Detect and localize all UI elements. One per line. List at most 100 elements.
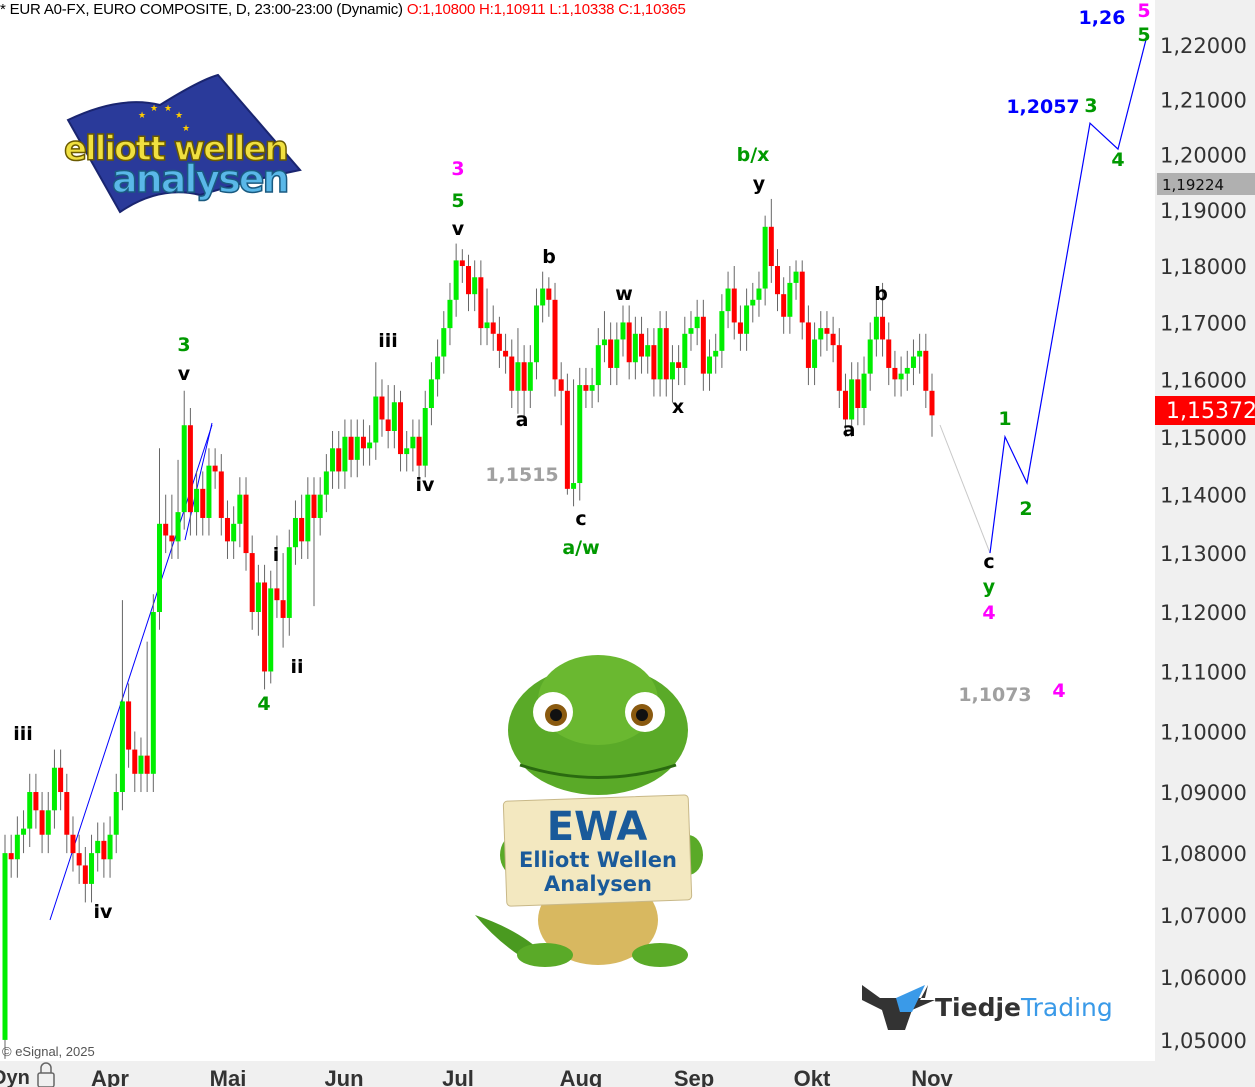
candle xyxy=(163,494,169,554)
candle-body xyxy=(639,333,645,357)
candle xyxy=(904,350,910,391)
candle-body xyxy=(496,333,502,351)
wave-label: ii xyxy=(290,656,303,678)
candle-body xyxy=(348,436,354,460)
candle xyxy=(886,322,892,386)
candle-body xyxy=(435,356,441,380)
candle-body xyxy=(113,792,119,835)
candle-body xyxy=(416,436,422,466)
wave-labels: iiiiv3v4iiiiiiiv35vba1,1515ca/wwxb/xybac… xyxy=(13,0,1150,923)
candle-body xyxy=(669,362,675,380)
candle-body xyxy=(719,311,725,351)
y-tick-label: 1,16000 xyxy=(1160,368,1247,392)
crocodile-mascot: EWA Elliott Wellen Analysen xyxy=(475,655,703,967)
candle xyxy=(169,494,175,559)
candle xyxy=(910,339,916,386)
candle xyxy=(398,390,404,472)
candle xyxy=(330,430,336,489)
candle xyxy=(669,345,675,403)
candle xyxy=(762,215,768,306)
candle xyxy=(237,477,243,548)
y-tick-label: 1,19000 xyxy=(1160,199,1247,223)
y-tick-label: 1,15000 xyxy=(1160,426,1247,450)
candle xyxy=(391,385,397,449)
candle-body xyxy=(818,328,824,340)
candle-body xyxy=(21,828,27,835)
logo-text-line1: elliott wellen xyxy=(64,129,287,169)
candle xyxy=(892,350,898,397)
candle xyxy=(447,282,453,346)
candle xyxy=(614,322,620,386)
y-tick-label: 1,08000 xyxy=(1160,842,1247,866)
candle-body xyxy=(898,373,904,380)
candle xyxy=(70,816,76,872)
candle xyxy=(416,419,422,478)
candle-body xyxy=(194,488,200,513)
candle xyxy=(842,373,848,437)
logo-text-line2: analysen xyxy=(112,157,288,201)
candle xyxy=(651,328,657,397)
candle xyxy=(200,471,206,536)
candle xyxy=(595,328,601,403)
candle-body xyxy=(651,345,657,380)
candle xyxy=(76,834,82,884)
candle xyxy=(51,749,57,829)
candle-body xyxy=(459,260,465,267)
candle-body xyxy=(632,333,638,363)
candle xyxy=(830,316,836,363)
candle xyxy=(82,846,88,903)
candle xyxy=(787,266,793,334)
time-mode-label[interactable]: Dyn xyxy=(0,1067,30,1087)
mascot-sign xyxy=(502,794,693,907)
candle xyxy=(336,430,342,489)
wave-label: v xyxy=(452,218,465,240)
candle xyxy=(299,494,305,559)
candle-body xyxy=(571,483,577,489)
candle xyxy=(731,266,737,340)
candle-body xyxy=(923,350,929,391)
candle-body xyxy=(676,362,682,368)
candle-body xyxy=(336,448,342,472)
wave-label: 5 xyxy=(1137,24,1150,46)
y-tick-label: 1,13000 xyxy=(1160,542,1247,566)
candle-body xyxy=(447,299,453,329)
candle xyxy=(45,792,51,854)
candle-body xyxy=(521,362,527,391)
candle-body xyxy=(867,339,873,374)
candle xyxy=(577,367,583,501)
candle-body xyxy=(762,226,768,289)
x-tick-label: Aug xyxy=(560,1066,603,1087)
wave-label: 1,26 xyxy=(1079,7,1126,29)
candle-body xyxy=(157,523,162,613)
candle xyxy=(521,345,527,420)
candle xyxy=(126,683,132,768)
candle xyxy=(781,277,787,334)
candle-body xyxy=(855,379,861,408)
candle-body xyxy=(775,266,780,295)
candle-body xyxy=(8,853,14,860)
candle-body xyxy=(169,535,175,542)
x-axis-ticks: Apr Mai Jun Jul Aug Sep Okt Nov xyxy=(91,1066,953,1087)
lock-icon[interactable] xyxy=(37,1062,55,1087)
candle xyxy=(805,305,811,386)
candle-body xyxy=(311,494,317,518)
y-tick-label: 1,18000 xyxy=(1160,255,1247,279)
candle xyxy=(663,311,669,397)
candle xyxy=(187,407,193,536)
projection-connector xyxy=(939,424,991,554)
candle-body xyxy=(101,840,107,860)
candle-body xyxy=(212,465,218,472)
time-axis[interactable] xyxy=(0,1061,1255,1087)
high-price-tag xyxy=(1157,173,1255,195)
candle xyxy=(503,333,509,374)
candle xyxy=(867,322,873,391)
candle-body xyxy=(490,322,496,334)
candle xyxy=(472,260,478,312)
wave-label: 3 xyxy=(177,334,190,356)
candle-body xyxy=(206,465,212,518)
wave-label: 1,1515 xyxy=(485,464,558,486)
candle xyxy=(645,328,651,374)
candle-body xyxy=(274,588,280,601)
candle-body xyxy=(163,523,169,536)
